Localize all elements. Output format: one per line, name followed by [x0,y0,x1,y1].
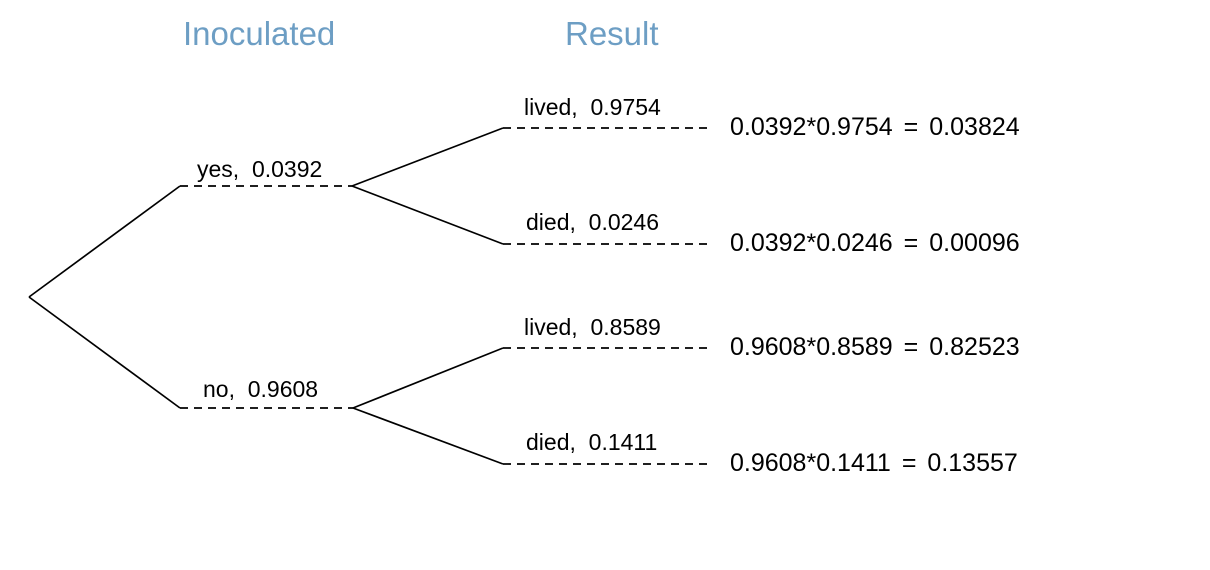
product-row-no-died: 0.9608*0.1411 = 0.13557 [730,448,1018,478]
product-result: 0.13557 [927,448,1018,477]
yes-lived-branch-line [351,127,504,187]
yes-died-branch-line [351,185,504,245]
product-calc: 0.9608*0.8589 [730,332,893,361]
leaf-label-no-lived: lived, 0.8589 [524,314,661,340]
branch-label-no: no, 0.9608 [203,376,319,402]
figure-caption: Figure 3.17: A tree diagram of the small… [205,547,775,570]
product-row-no-lived: 0.9608*0.8589 = 0.82523 [730,332,1020,362]
product-calc: 0.0392*0.9754 [730,112,893,141]
column-header-inoculated: Inoculated [183,15,336,52]
equals-sign: = [903,112,919,141]
product-calc: 0.0392*0.0246 [730,228,893,257]
leaf-label-yes-died: died, 0.0246 [526,209,660,235]
equals-sign: = [903,332,919,361]
product-row-yes-lived: 0.0392*0.9754 = 0.03824 [730,112,1020,142]
product-result: 0.03824 [929,112,1020,141]
no-lived-branch-line [352,347,504,409]
product-result: 0.00096 [929,228,1020,257]
product-calc: 0.9608*0.1411 [730,448,891,477]
product-result: 0.82523 [929,332,1020,361]
no-died-branch-line [352,407,504,465]
column-header-result: Result [565,15,659,52]
root-branch-no-line [28,296,181,409]
branch-label-yes: yes, 0.0392 [197,156,323,182]
product-row-yes-died: 0.0392*0.0246 = 0.00096 [730,228,1020,258]
root-branch-yes-line [28,185,181,298]
leaf-label-no-died: died, 0.1411 [526,429,658,455]
equals-sign: = [903,228,919,257]
equals-sign: = [901,448,917,477]
leaf-label-yes-lived: lived, 0.9754 [524,94,661,120]
